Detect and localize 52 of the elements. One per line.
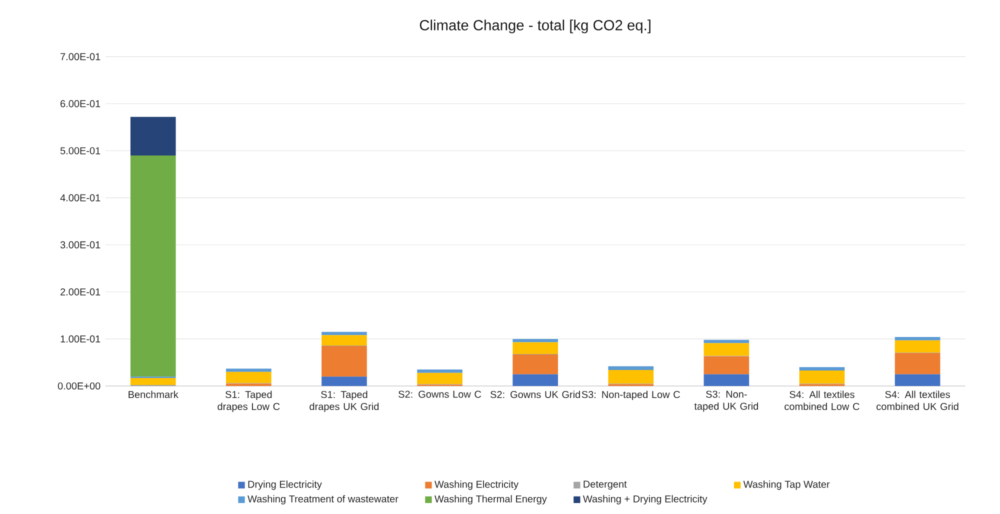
bar [322,332,367,336]
x-tick-label: S2: Gowns Low C [398,390,482,398]
bar [512,342,558,354]
legend-label: Drying Electricity [248,480,322,490]
bar [894,374,940,386]
x-tick-label: S1: Taped drapes UK Grid [310,390,379,412]
y-tick-label: 4.00E-01 [60,194,100,202]
bar [704,340,750,344]
bar [417,370,462,373]
bar [130,116,176,156]
x-tick-label: S2: Gowns UK Grid [490,390,580,398]
legend-label: Washing Electricity [434,480,519,490]
bar [226,368,272,372]
y-tick-label: 1.00E-01 [60,335,100,342]
x-tick-label: S4: All textiles combined UK Grid [876,390,958,410]
bar [704,356,750,374]
y-tick-label: 6.00E-01 [60,100,100,108]
legend-label: Washing Thermal Energy [434,495,547,504]
y-tick-label: 5.00E-01 [60,147,100,154]
bar [322,376,367,386]
legend-label: Washing + Drying Electricity [582,495,708,504]
x-tick-label: S3: Non-taped Low C [582,390,680,400]
bar [799,370,845,384]
y-tick-label: 7.00E-01 [60,53,100,60]
x-tick-label: Benchmark [128,390,178,398]
bar [130,378,176,386]
legend-label: Washing Tap Water [743,480,830,490]
chart-title: Climate Change - total [kg CO2 eq.] [420,20,650,34]
x-tick-label: S1: Taped drapes Low C [218,390,280,412]
bar [894,340,940,353]
bar [322,335,367,346]
y-tick-label: 0.00E+00 [58,382,100,390]
bar [608,370,654,384]
bar [322,346,367,377]
bar [704,374,750,386]
bar [894,353,940,374]
x-tick-label: S4: All textiles combined Low C [784,390,860,410]
bar [704,343,750,356]
bar [894,337,940,340]
bar [608,366,654,370]
bar [130,155,176,377]
bar [512,354,558,374]
bar [512,338,558,342]
y-tick-label: 3.00E-01 [60,241,100,248]
y-tick-label: 2.00E-01 [60,288,100,296]
legend-label: Washing Treatment of wastewater [248,495,398,504]
x-tick-label: S3: Non-taped UK Grid [694,390,758,412]
bar [226,372,272,384]
legend-label: Detergent [584,480,627,490]
bar [799,367,845,370]
bar [417,372,462,384]
bar [512,374,558,386]
